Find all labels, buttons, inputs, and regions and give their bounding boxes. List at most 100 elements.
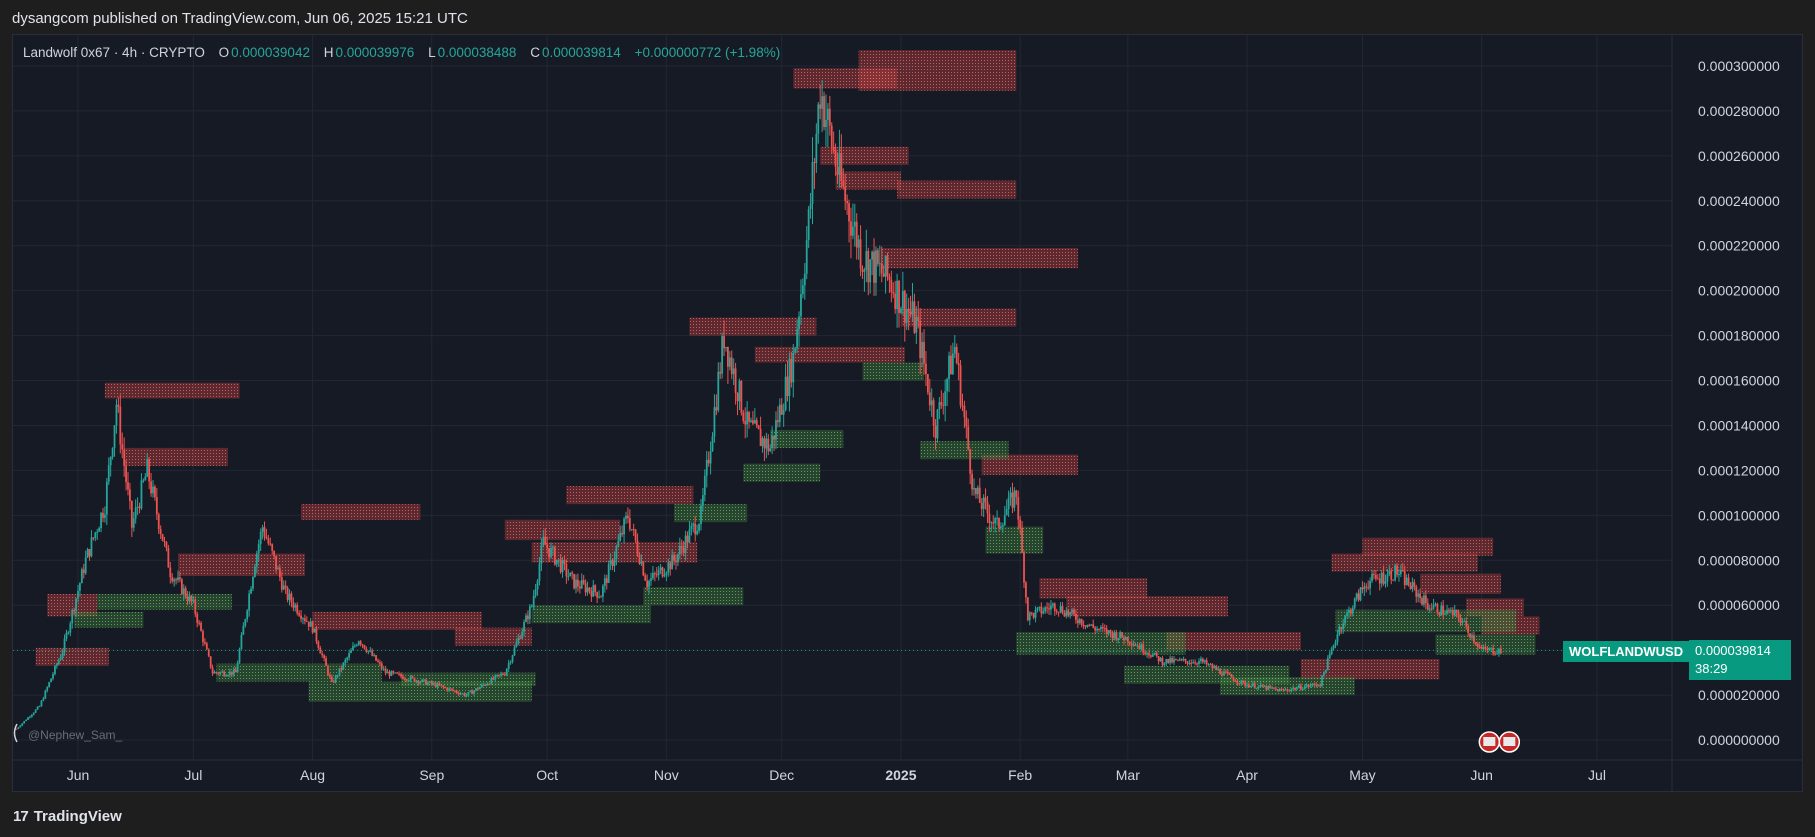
candle-body [1480, 646, 1483, 650]
candle-body [1232, 677, 1235, 681]
y-tick-label: 0.000060000 [1698, 597, 1780, 613]
candle-body [963, 405, 966, 418]
candle-body [455, 691, 458, 693]
candle-body [1015, 490, 1018, 497]
y-tick-label: 0.000020000 [1698, 687, 1780, 703]
candle-body [278, 568, 281, 578]
candle-body [1305, 684, 1308, 687]
candle-body [1228, 673, 1231, 675]
candle-body [771, 435, 774, 449]
candle-body [532, 595, 535, 606]
candle-body [1323, 672, 1325, 676]
candle-body [1351, 607, 1354, 614]
demand-zone [74, 611, 144, 628]
candle-body [1276, 689, 1279, 692]
candle-body [959, 365, 962, 406]
plot-area[interactable] [15, 50, 1540, 730]
candle-body [892, 291, 895, 294]
candle-body [123, 449, 126, 466]
candle-body [86, 549, 89, 558]
demand-zone [643, 587, 744, 606]
symbol-label[interactable]: Landwolf 0x67 · 4h · CRYPTO [23, 45, 205, 60]
candle-body [79, 583, 81, 591]
candle-body [1255, 688, 1258, 690]
candle-body [275, 556, 277, 570]
x-tick-label: Sep [419, 767, 444, 783]
candle-body [955, 346, 958, 363]
candle-body [1119, 632, 1122, 638]
candle-body [909, 311, 912, 315]
candle-body [307, 621, 310, 627]
candle-body [682, 547, 685, 553]
candle-body [134, 507, 137, 519]
candle-body [1130, 643, 1133, 646]
tradingview-logo[interactable]: 17 TradingView [13, 808, 122, 825]
candle-body [746, 411, 749, 425]
candle-body [200, 622, 202, 632]
candle-body [830, 125, 833, 147]
candle-body [1363, 586, 1366, 590]
candle-body [780, 404, 783, 415]
candle-body [590, 590, 593, 597]
candle-body [1051, 603, 1054, 606]
candle-body [573, 573, 575, 589]
candle-body [1175, 659, 1177, 661]
candle-body [611, 560, 614, 567]
demand-zone [770, 429, 844, 448]
candle-body [1025, 582, 1027, 598]
candle-body [82, 569, 85, 574]
candle-body [942, 404, 945, 406]
candle-body [117, 404, 120, 407]
candle-body [936, 409, 939, 439]
candle-body [1169, 657, 1172, 663]
candle-body [1269, 686, 1272, 688]
candle-body [144, 476, 147, 481]
candle-body [1005, 509, 1008, 516]
candle-body [1234, 680, 1237, 682]
x-tick-label: Feb [1008, 767, 1032, 783]
candle-body [534, 589, 537, 596]
candle-body [1223, 671, 1225, 676]
x-tick-label: Aug [300, 767, 325, 783]
supply-zone [900, 308, 1017, 327]
candle-body [542, 536, 545, 546]
candle-body [1478, 646, 1481, 648]
candle-body [1038, 606, 1041, 608]
candle-body [817, 104, 820, 134]
candle-body [755, 419, 758, 426]
candle-body [46, 687, 49, 691]
candle-body [1140, 644, 1143, 650]
candle-body [465, 695, 468, 697]
candle-body [1338, 627, 1341, 635]
candle-body [713, 407, 716, 437]
candle-body [105, 481, 108, 515]
candle-body [1367, 587, 1370, 589]
candle-body [555, 559, 558, 565]
x-tick-label: May [1349, 767, 1375, 783]
candle-body [1063, 613, 1066, 617]
candle-body [813, 162, 816, 164]
open-label: O [218, 45, 230, 60]
candle-body [213, 671, 216, 674]
candle-body [851, 226, 854, 236]
candle-body [1240, 680, 1243, 684]
candle-body [1457, 612, 1460, 618]
candle-body [596, 592, 599, 598]
candle-body [500, 673, 502, 675]
candle-body [876, 250, 879, 264]
candle-body [907, 309, 910, 312]
close-label: C [530, 45, 540, 60]
candle-body [1211, 664, 1214, 669]
candle-body [1321, 675, 1323, 687]
candle-body [1192, 662, 1195, 664]
candle-body [1219, 669, 1222, 674]
candle-body [1461, 621, 1464, 623]
candle-body [1307, 684, 1310, 687]
candle-body [1449, 610, 1452, 612]
candle-body [592, 585, 595, 597]
candle-body [1419, 593, 1422, 599]
candle-body [1253, 683, 1256, 689]
supply-zone [754, 346, 905, 363]
candle-body [394, 672, 397, 674]
